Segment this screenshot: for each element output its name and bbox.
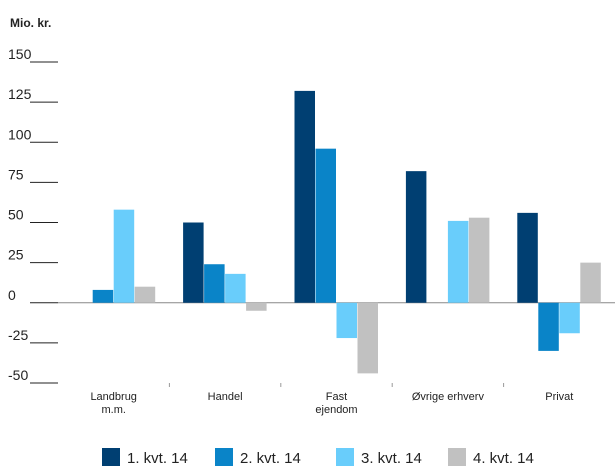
x-tick-label: m.m. (101, 404, 125, 416)
y-tick-label: 50 (8, 207, 24, 223)
x-tick-label: Fast (326, 391, 347, 403)
bar (92, 289, 114, 303)
bar (113, 209, 135, 303)
bar (336, 302, 357, 339)
legend-label: 4. kvt. 14 (473, 450, 534, 467)
y-tick-label: 75 (8, 166, 24, 182)
bar (225, 273, 246, 303)
x-tick-label: Privat (545, 391, 573, 403)
x-tick-label: ejendom (315, 404, 357, 416)
legend-label: 2. kvt. 14 (240, 450, 301, 467)
x-tick-label: Øvrige erhverv (412, 391, 485, 403)
bar (405, 171, 427, 303)
bar (447, 220, 469, 303)
bar (246, 302, 267, 311)
x-tick-label: Handel (208, 391, 243, 403)
y-tick-label: -25 (8, 327, 28, 343)
y-tick-label: 25 (8, 247, 24, 263)
bar (357, 302, 378, 374)
legend-swatch (448, 448, 466, 466)
bar (468, 217, 490, 303)
y-axis-unit-label: Mio. kr. (10, 16, 51, 30)
bar (294, 90, 315, 303)
legend-swatch (336, 448, 354, 466)
bar (517, 212, 538, 303)
bar (580, 262, 601, 303)
legend: 1. kvt. 14 2. kvt. 14 3. kvt. 14 4. kvt. 14 (102, 448, 534, 467)
x-tick-label: Landbrug (90, 391, 137, 403)
bar (315, 148, 336, 303)
legend-swatch (102, 448, 120, 466)
bar (538, 302, 559, 351)
bar (183, 222, 204, 303)
bar (134, 286, 156, 303)
legend-swatch (215, 448, 233, 466)
y-tick-label: -50 (8, 367, 28, 383)
y-tick-label: 100 (8, 126, 32, 142)
bars (92, 90, 601, 374)
y-tick-label: 0 (8, 287, 16, 303)
legend-label: 3. kvt. 14 (361, 450, 422, 467)
y-tick-label: 150 (8, 46, 32, 62)
y-tick-label: 125 (8, 86, 32, 102)
legend-label: 1. kvt. 14 (127, 450, 188, 467)
bar (204, 264, 225, 303)
bar (559, 302, 580, 334)
